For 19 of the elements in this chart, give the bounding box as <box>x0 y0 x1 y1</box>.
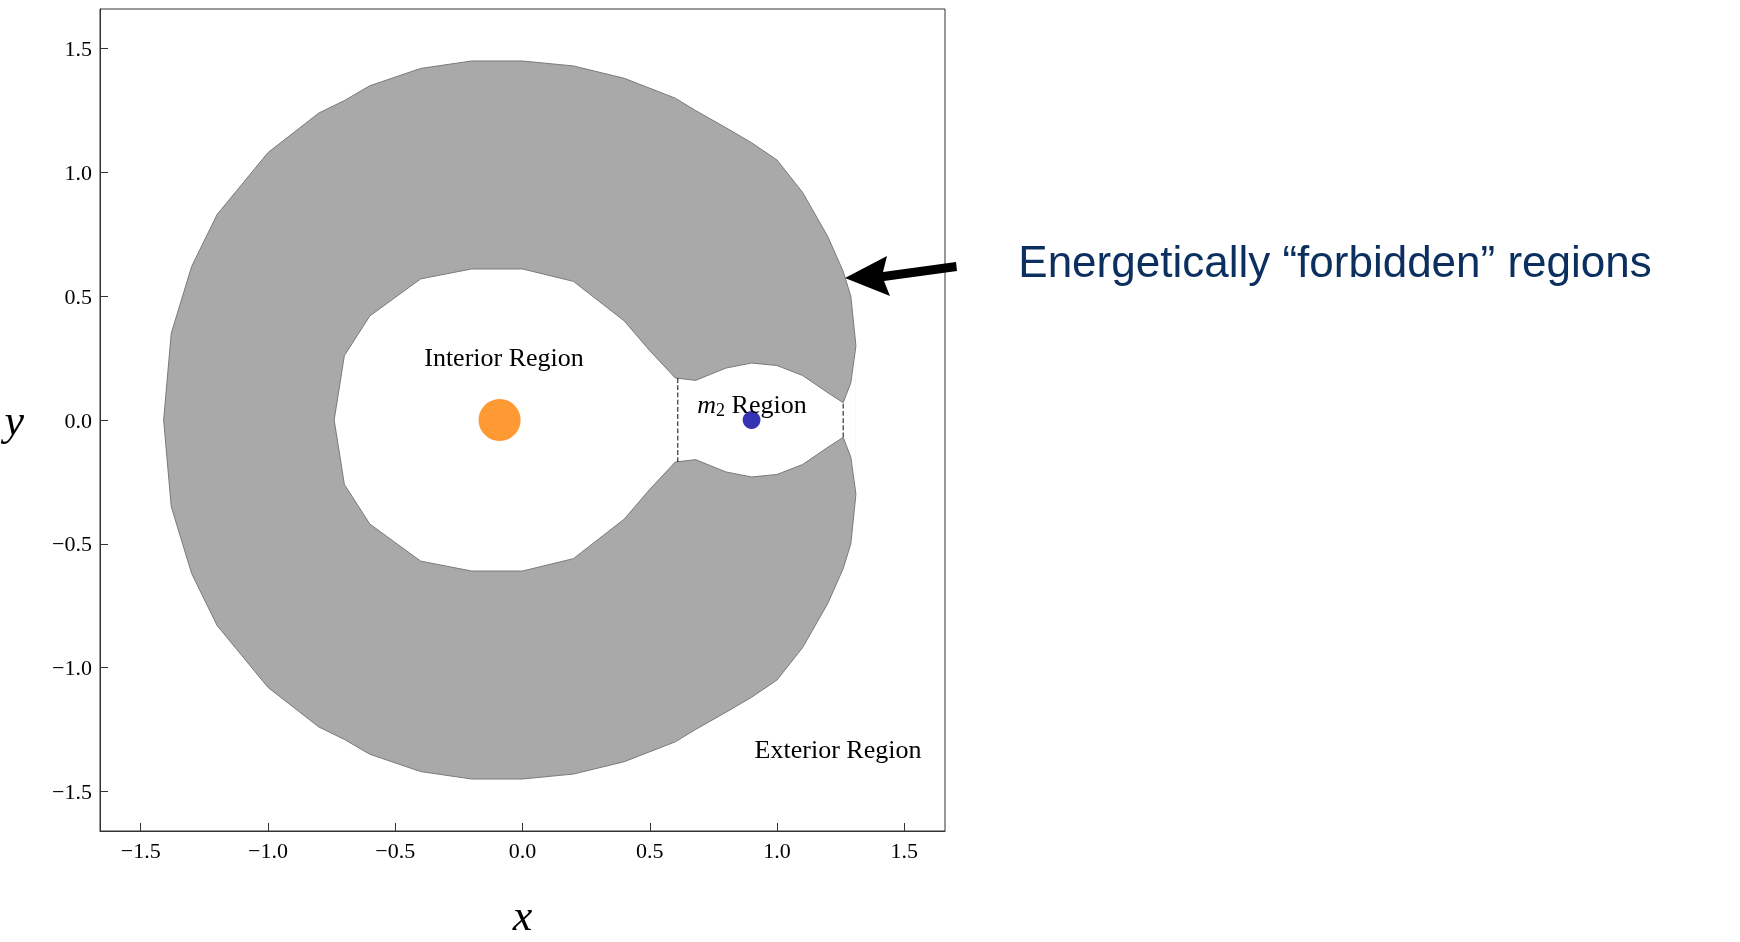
x-tick-label: 0.5 <box>636 837 664 863</box>
text: Energetically “forbidden” regions <box>1018 236 1652 286</box>
x-tick-label: −1.0 <box>248 837 288 863</box>
y-tick-label: −1.5 <box>52 778 92 804</box>
annotation: Interior Region <box>424 342 584 372</box>
y-tick-label: −0.5 <box>52 531 92 557</box>
annotation: Exterior Region <box>754 734 922 764</box>
x-tick-label: −1.5 <box>120 837 161 863</box>
y-tick-label: 1.0 <box>64 159 92 185</box>
x-axis-title: x <box>511 890 533 940</box>
x-tick-label: 0.0 <box>508 837 537 863</box>
y-tick-label: 1.5 <box>64 36 92 62</box>
x-tick-label: 1.5 <box>890 837 919 863</box>
y-tick-label: 0.0 <box>64 407 92 433</box>
y-tick-label: −1.0 <box>52 655 92 681</box>
x-tick-label: 1.0 <box>763 837 791 863</box>
x-tick-label: −0.5 <box>375 837 416 863</box>
y-axis-title: y <box>0 395 25 445</box>
y-tick-label: 0.5 <box>64 283 92 309</box>
